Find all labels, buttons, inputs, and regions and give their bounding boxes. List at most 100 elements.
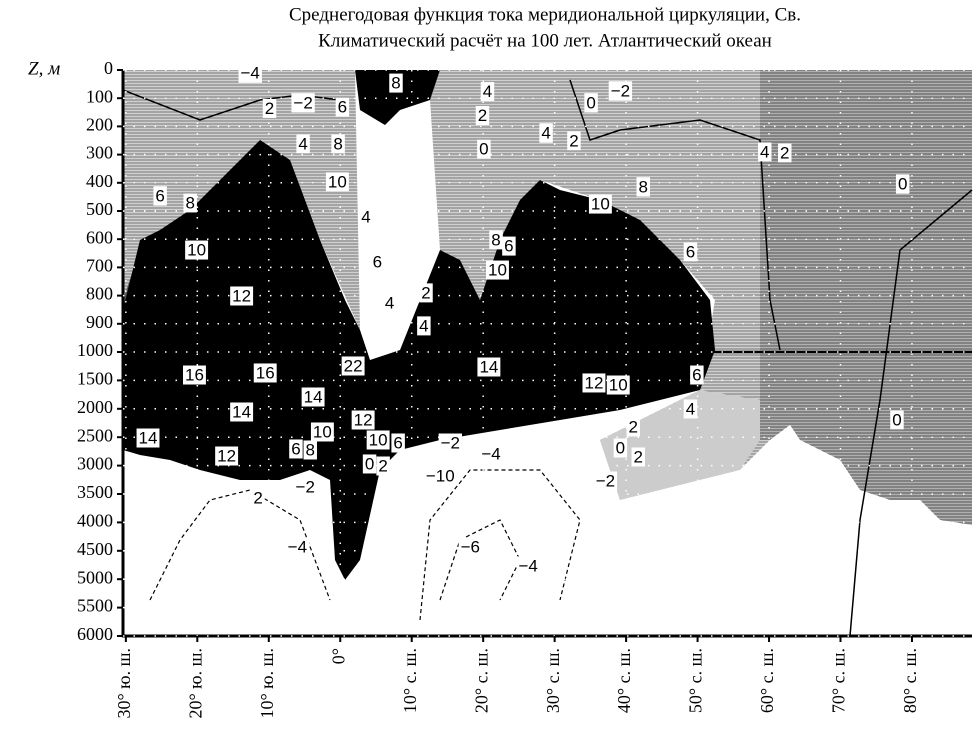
contour-label-box <box>419 283 433 303</box>
contour-label: 4 <box>760 142 769 161</box>
contour-label: 2 <box>478 106 487 125</box>
contour-label-box <box>389 73 403 93</box>
contour-label-box <box>475 106 490 126</box>
x-tick-label: 50° с. ш. <box>686 648 706 713</box>
contour-label-box <box>153 186 167 206</box>
contour-label-box <box>477 357 501 377</box>
contour-label: 4 <box>298 134 307 153</box>
contour-label: 16 <box>185 366 204 385</box>
contour-label-box <box>341 356 365 376</box>
x-tick-label: 20° с. ш. <box>471 648 491 713</box>
contour-label-box <box>351 410 375 430</box>
y-tick-label: 2000 <box>77 397 113 417</box>
contour-label: 6 <box>338 98 347 117</box>
contour-label: 0 <box>898 175 907 194</box>
contour-label: −2 <box>293 93 312 112</box>
y-tick-label: 700 <box>86 256 113 276</box>
contour-label-box <box>606 375 630 395</box>
contour-label: 8 <box>185 193 194 212</box>
contour-label-box <box>215 446 239 466</box>
contour-label-box <box>262 98 277 118</box>
chart-title: Климатический расчёт на 100 лет. Атланти… <box>318 30 772 51</box>
contour-label: −4 <box>481 444 500 463</box>
contour-label: 12 <box>354 410 373 429</box>
contour-label: 10 <box>313 422 332 441</box>
contour-label: 12 <box>232 286 251 305</box>
contour-label: 4 <box>385 294 394 313</box>
x-tick-label: 40° с. ш. <box>614 648 634 713</box>
contour-label-box <box>890 410 904 430</box>
contour-label: 8 <box>491 230 500 249</box>
x-tick-label: 10° ю. ш. <box>257 648 277 719</box>
contour-label-box <box>458 537 483 557</box>
contour-label: 8 <box>333 134 342 153</box>
contour-label: −2 <box>611 81 630 100</box>
contour-label: 6 <box>692 366 701 385</box>
contour-label-box <box>310 422 334 442</box>
contour-label-box <box>636 177 650 197</box>
contour-label: −4 <box>241 64 260 83</box>
contour-label-box <box>539 123 553 143</box>
contour-label-box <box>588 194 612 214</box>
contour-label-box <box>778 143 792 163</box>
contour-label-box <box>335 97 350 117</box>
contour-label: 22 <box>344 356 363 375</box>
contour-label: 0 <box>365 454 374 473</box>
contour-label-box <box>296 134 310 154</box>
x-tick-label: 10° с. ш. <box>400 648 420 713</box>
contour-label-box <box>626 417 640 437</box>
contour-label-box <box>690 365 704 385</box>
x-tick-label: 60° с. ш. <box>757 648 777 713</box>
contour-label-box <box>438 433 463 453</box>
contour-label: 0 <box>616 438 625 457</box>
contour-label: 6 <box>504 237 513 256</box>
contour-label-box <box>593 471 618 491</box>
chart-title: Среднегодовая функция тока меридионально… <box>289 4 801 25</box>
contour-label: 14 <box>479 358 498 377</box>
contour-label: 2 <box>634 447 643 466</box>
y-tick-label: 1500 <box>77 369 113 389</box>
contour-label-box <box>376 456 390 476</box>
contour-label: 10 <box>488 261 507 280</box>
contour-label-box <box>489 230 503 250</box>
contour-label: 0 <box>892 410 901 429</box>
contour-label-box <box>291 93 315 113</box>
contour-label: −4 <box>519 556 538 575</box>
contour-label-box <box>136 428 160 448</box>
y-tick-label: 600 <box>86 227 113 247</box>
contour-label-box <box>477 139 491 159</box>
contour-label: 4 <box>541 123 550 142</box>
contour-label: −2 <box>296 477 315 496</box>
contour-label-box <box>567 131 581 151</box>
contour-label-box <box>251 488 265 508</box>
contour-label-box <box>417 316 431 336</box>
contour-label-box <box>516 556 540 576</box>
contour-label: −10 <box>426 466 455 485</box>
contour-label: 2 <box>569 131 578 150</box>
contour-label: 2 <box>378 457 387 476</box>
contour-label: 0 <box>479 140 488 159</box>
contour-label-box <box>366 430 390 450</box>
y-tick-label: 800 <box>86 284 113 304</box>
contour-label: 2 <box>421 283 430 302</box>
y-tick-label: 4500 <box>77 539 113 559</box>
contour-label: 12 <box>584 373 603 392</box>
contour-label: 10 <box>591 195 610 214</box>
contour-label: 2 <box>265 99 274 118</box>
contour-label-box <box>303 440 317 460</box>
contour-label-box <box>183 365 206 385</box>
contour-label: −6 <box>461 538 480 557</box>
contour-label: 4 <box>419 316 428 335</box>
y-tick-label: 5000 <box>77 567 113 587</box>
contour-label-box <box>185 240 209 260</box>
contour-label: 8 <box>391 74 400 93</box>
y-tick-label: 400 <box>86 171 113 191</box>
contour-label: 10 <box>187 241 206 260</box>
contour-label: 4 <box>483 82 492 101</box>
contour-label-box <box>238 63 262 83</box>
contour-label-box <box>293 477 317 497</box>
contour-label: 6 <box>155 186 164 205</box>
contour-label-box <box>230 402 254 422</box>
y-tick-label: 3500 <box>77 482 113 502</box>
y-tick-label: 5500 <box>77 596 113 616</box>
